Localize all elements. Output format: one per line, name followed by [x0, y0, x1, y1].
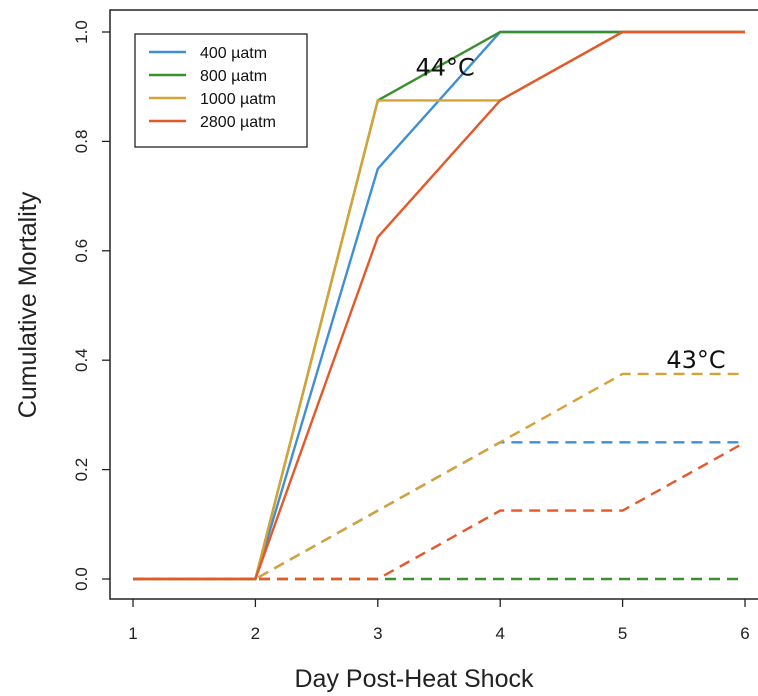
legend-label: 400 µatm [200, 45, 267, 62]
y-axis-title: Cumulative Mortality [14, 191, 42, 418]
x-tick-label: 5 [618, 624, 627, 643]
x-tick-label: 3 [373, 624, 382, 643]
series-layer [133, 30, 746, 581]
x-tick-label: 1 [128, 624, 137, 643]
x-axis-title: Day Post-Heat Shock [295, 665, 534, 693]
series-line-43c-4 [133, 441, 746, 581]
y-tick-label: 0.8 [72, 130, 91, 154]
x-tick-label: 2 [251, 624, 260, 643]
series-line-43c-3 [133, 372, 745, 581]
y-tick-label: 0.4 [72, 348, 91, 372]
annotation-layer: 44°C 43°C [415, 54, 725, 375]
series-line-43c-1 [133, 441, 745, 581]
y-tick-label: 1.0 [72, 20, 91, 44]
axes-layer: 1 2 3 4 5 6 0.0 0.2 0.4 0.6 0.8 1.0 [72, 20, 750, 643]
legend-label: 800 µatm [200, 68, 267, 85]
temperature-annotation: 43°C [666, 346, 725, 374]
legend-label: 2800 µatm [200, 114, 276, 131]
y-tick-label: 0.2 [72, 458, 91, 482]
plot-frame [109, 9, 758, 600]
legend: 400 µatm 800 µatm 1000 µatm 2800 µatm [134, 33, 308, 148]
series-line-44c-4 [133, 30, 745, 581]
y-tick-label: 0.6 [72, 239, 91, 263]
y-tick-label: 0.0 [72, 567, 91, 591]
x-tick-label: 4 [495, 624, 504, 643]
x-tick-label: 6 [740, 624, 749, 643]
temperature-annotation: 44°C [415, 54, 474, 82]
legend-label: 1000 µatm [200, 91, 276, 108]
